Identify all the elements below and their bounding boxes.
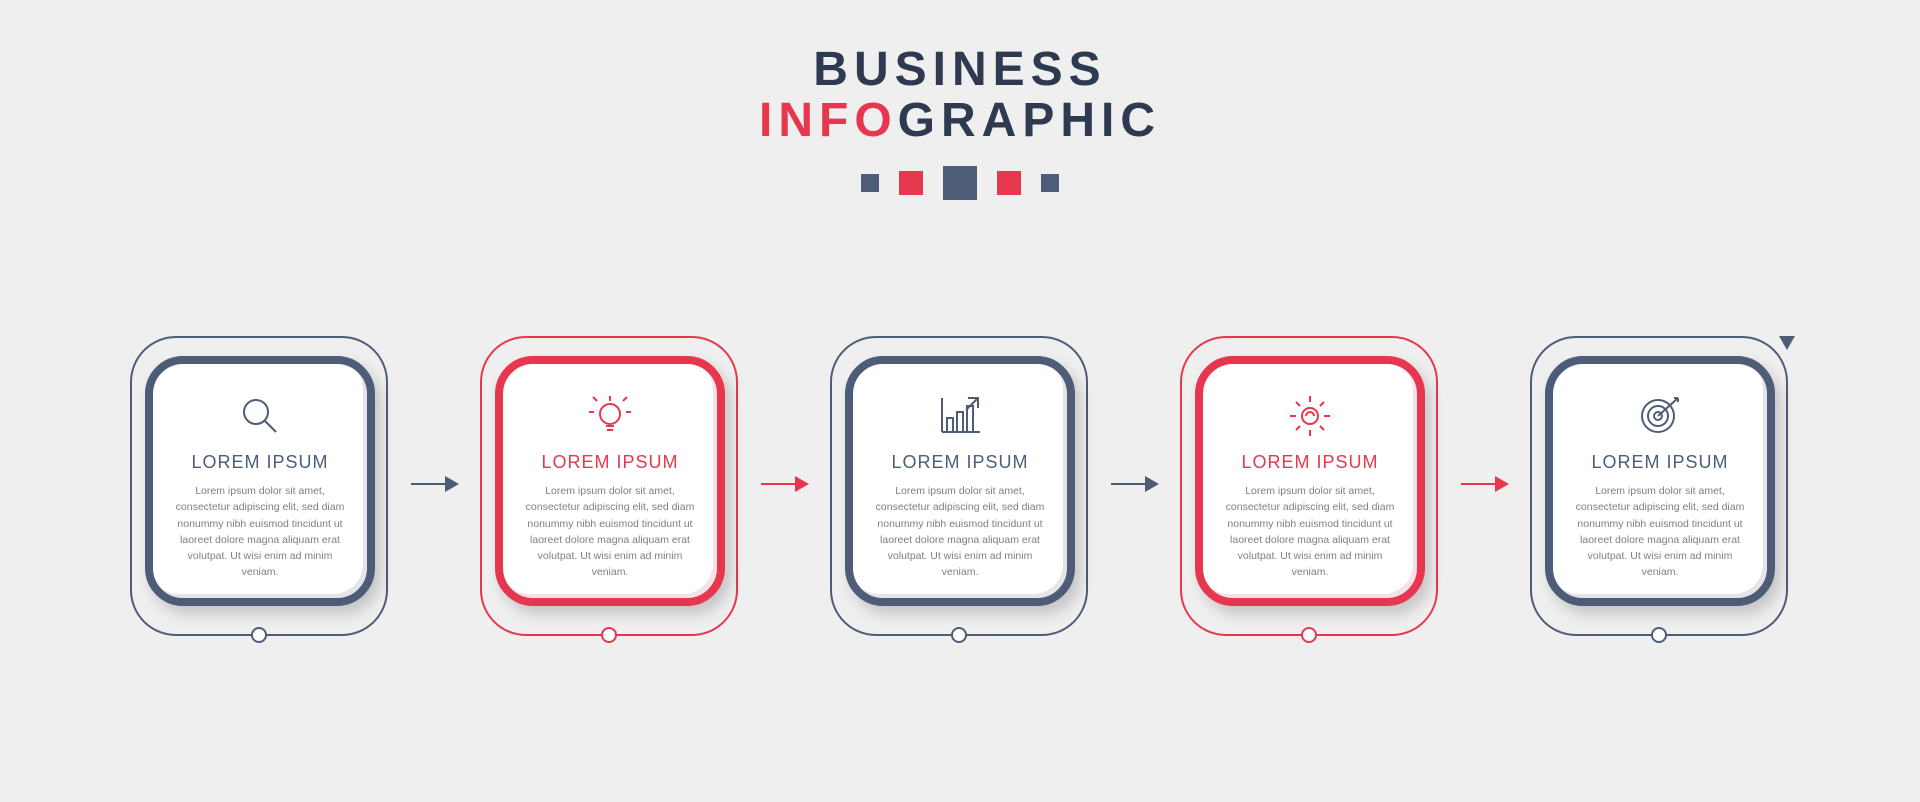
step-card: LOREM IPSUM Lorem ipsum dolor sit amet, c… xyxy=(1195,356,1425,606)
header-line1: BUSINESS xyxy=(0,42,1920,97)
outline-node-circle xyxy=(251,627,267,643)
decor-square xyxy=(997,171,1021,195)
terminal-down-arrow xyxy=(1779,336,1795,350)
outline-node-circle xyxy=(1651,627,1667,643)
step-card: LOREM IPSUM Lorem ipsum dolor sit amet, c… xyxy=(1545,356,1775,606)
step-row: LOREM IPSUM Lorem ipsum dolor sit amet, c… xyxy=(0,330,1920,750)
decor-square xyxy=(899,171,923,195)
step-4: LOREM IPSUM Lorem ipsum dolor sit amet, c… xyxy=(1135,330,1485,710)
header-line2-a: INFO xyxy=(759,93,898,148)
outline-node-circle xyxy=(951,627,967,643)
step-card: LOREM IPSUM Lorem ipsum dolor sit amet, c… xyxy=(145,356,375,606)
header-line2: INFOGRAPHIC xyxy=(0,93,1920,148)
outline-node-circle xyxy=(601,627,617,643)
header-line2-b: GRAPHIC xyxy=(898,93,1161,148)
lightbulb-icon xyxy=(525,392,695,440)
step-title: LOREM IPSUM xyxy=(175,452,345,473)
step-card: LOREM IPSUM Lorem ipsum dolor sit amet, c… xyxy=(845,356,1075,606)
step-body: Lorem ipsum dolor sit amet, consectetur … xyxy=(175,483,345,581)
decor-square xyxy=(861,174,879,192)
header-block: BUSINESS INFOGRAPHIC xyxy=(0,42,1920,200)
step-1: LOREM IPSUM Lorem ipsum dolor sit amet, c… xyxy=(85,330,435,710)
step-card: LOREM IPSUM Lorem ipsum dolor sit amet, c… xyxy=(495,356,725,606)
step-title: LOREM IPSUM xyxy=(1575,452,1745,473)
magnifier-icon xyxy=(175,392,345,440)
barchart-icon xyxy=(875,392,1045,440)
step-title: LOREM IPSUM xyxy=(525,452,695,473)
header-decor-squares xyxy=(0,166,1920,200)
target-icon xyxy=(1575,392,1745,440)
decor-square xyxy=(943,166,977,200)
step-body: Lorem ipsum dolor sit amet, consectetur … xyxy=(1575,483,1745,581)
step-title: LOREM IPSUM xyxy=(875,452,1045,473)
decor-square xyxy=(1041,174,1059,192)
step-2: LOREM IPSUM Lorem ipsum dolor sit amet, c… xyxy=(435,330,785,710)
outline-node-circle xyxy=(1301,627,1317,643)
step-body: Lorem ipsum dolor sit amet, consectetur … xyxy=(875,483,1045,581)
step-body: Lorem ipsum dolor sit amet, consectetur … xyxy=(1225,483,1395,581)
gear-icon xyxy=(1225,392,1395,440)
step-title: LOREM IPSUM xyxy=(1225,452,1395,473)
step-body: Lorem ipsum dolor sit amet, consectetur … xyxy=(525,483,695,581)
step-5: LOREM IPSUM Lorem ipsum dolor sit amet, c… xyxy=(1485,330,1835,710)
step-3: LOREM IPSUM Lorem ipsum dolor sit amet, c… xyxy=(785,330,1135,710)
infographic-stage: BUSINESS INFOGRAPHIC LOREM IPSUM Lorem ip… xyxy=(0,0,1920,802)
